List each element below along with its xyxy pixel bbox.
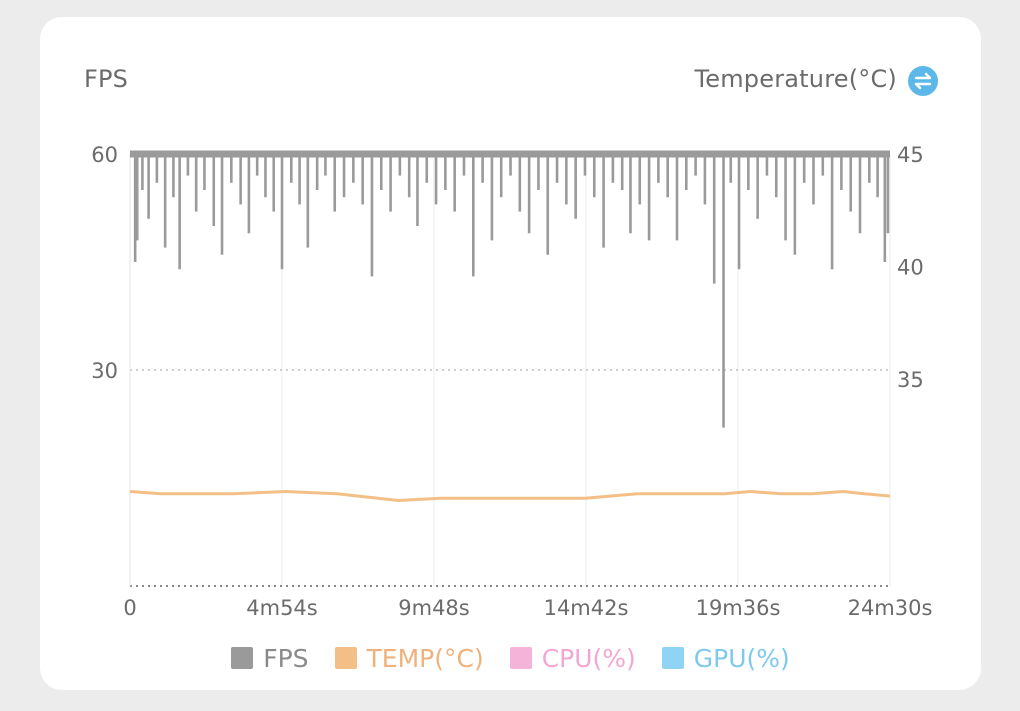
swap-arrows-icon[interactable] — [908, 66, 938, 96]
legend-label: CPU(%) — [541, 643, 636, 673]
legend-swatch — [509, 647, 532, 669]
legend-item[interactable]: CPU(%) — [509, 643, 636, 673]
legend-swatch — [334, 647, 357, 669]
x-tick-label: 14m42s — [544, 596, 629, 617]
legend-swatch — [661, 647, 684, 669]
y-right-tick-label: 45 — [897, 143, 924, 167]
legend-item[interactable]: TEMP(°C) — [334, 643, 484, 673]
y-left-tick-label: 60 — [91, 143, 118, 167]
grid — [129, 154, 891, 587]
x-tick-label: 19m36s — [696, 596, 781, 617]
legend-label: GPU(%) — [693, 643, 790, 673]
legend-label: TEMP(°C) — [366, 643, 484, 673]
chart-card: FPS Temperature(°C) 0 4m54s 9m48s 14m42s 19m… — [40, 17, 981, 690]
right-axis-title: Temperature(°C) — [694, 65, 897, 93]
x-tick-label: 9m48s — [398, 596, 469, 617]
legend-item[interactable]: FPS — [231, 643, 309, 673]
legend-swatch — [231, 647, 254, 669]
y-left-tick-label: 30 — [91, 359, 118, 383]
fps-temperature-chart: 0 4m54s 9m48s 14m42s 19m36s 24m30s 60 30 45 40 35 — [91, 143, 932, 617]
x-tick-label: 0 — [123, 596, 136, 617]
x-tick-label: 4m54s — [246, 596, 317, 617]
temp-series — [129, 490, 891, 502]
temp-line — [129, 490, 891, 502]
legend-label: FPS — [263, 643, 309, 673]
legend: FPS TEMP(°C) CPU(%) GPU(%) — [40, 641, 981, 675]
left-axis-title: FPS — [84, 65, 129, 93]
y-right-tick-label: 40 — [897, 256, 924, 280]
axis-ticks: 0 4m54s 9m48s 14m42s 19m36s 24m30s 60 30 45 40 35 — [91, 143, 932, 617]
y-right-tick-label: 35 — [897, 368, 924, 392]
x-tick-label: 24m30s — [848, 596, 933, 617]
legend-item[interactable]: GPU(%) — [661, 643, 790, 673]
fps-series — [130, 150, 890, 428]
